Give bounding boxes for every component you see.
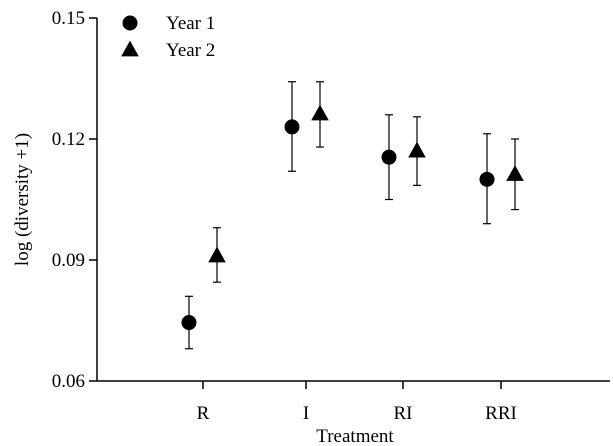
data-point	[181, 315, 197, 331]
legend: Year 1 Year 2	[121, 13, 215, 61]
x-tick-label: R	[197, 403, 210, 424]
data-marks	[181, 81, 524, 350]
y-tick-label: 0.09	[52, 250, 85, 271]
y-axis-title: log (diversity +1)	[12, 133, 33, 266]
y-tick-label: 0.12	[52, 129, 85, 150]
data-point	[506, 165, 524, 181]
legend-item: Year 1	[122, 13, 215, 34]
data-point	[311, 104, 329, 121]
data-point	[208, 246, 226, 263]
legend-item: Year 2	[121, 40, 215, 61]
data-point	[381, 149, 397, 165]
x-tick-label: I	[303, 403, 309, 424]
legend-label: Year 2	[166, 40, 215, 61]
x-axis-title: Treatment	[316, 426, 394, 446]
y-tick-label: 0.06	[52, 371, 85, 392]
x-tick-label: RRI	[485, 403, 517, 424]
legend-marker	[122, 15, 138, 31]
legend-label: Year 1	[166, 13, 215, 34]
series-1	[181, 81, 495, 350]
data-point	[408, 141, 426, 158]
axes	[96, 18, 610, 382]
x-ticks: R I RI RRI	[197, 381, 517, 424]
series-2	[208, 81, 524, 283]
x-tick-label: RI	[394, 403, 413, 424]
y-tick-label: 0.15	[52, 8, 85, 29]
data-point	[479, 171, 495, 187]
y-ticks: 0.06 0.09 0.12 0.15	[52, 8, 97, 392]
data-point	[284, 119, 300, 135]
legend-marker	[121, 40, 139, 57]
